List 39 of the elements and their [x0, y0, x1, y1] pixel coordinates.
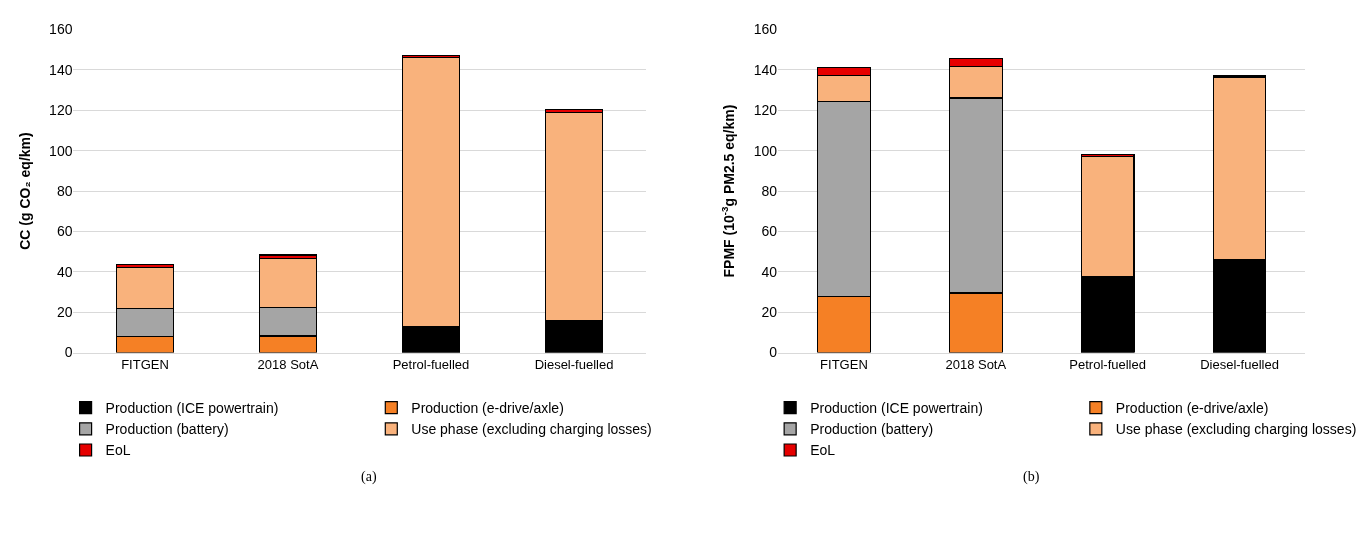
y-tick-label: 0 [769, 344, 778, 361]
y-tick-label: 120 [753, 102, 778, 119]
x-tick-label: FITGEN [121, 357, 169, 373]
x-tick-label: 2018 SotA [945, 357, 1007, 373]
legend-label: Use phase (excluding charging losses) [1115, 421, 1357, 438]
y-tick-label: 140 [753, 61, 778, 78]
text: (a) [361, 469, 377, 485]
text: (b) [1023, 469, 1040, 485]
legend-label: Production (ICE powertrain) [810, 400, 983, 417]
legend-label: Use phase (excluding charging losses) [411, 421, 652, 438]
x-tick-label: Petrol-fuelled [1069, 357, 1146, 373]
x-tick-label: Diesel-fuelled [534, 357, 614, 373]
y-axis-title: CC (g CO₂ eq/km) [16, 132, 33, 250]
y-tick-label: 20 [56, 304, 73, 321]
y-tick-label: 100 [49, 142, 73, 159]
x-tick-label: FITGEN [820, 357, 868, 373]
legend-label: Production (battery) [810, 421, 934, 438]
y-tick-label: 80 [56, 182, 73, 199]
legend-label: EoL [810, 442, 836, 459]
y-tick-label: 40 [56, 263, 73, 280]
legend-label: Production (e-drive/axle) [1115, 400, 1269, 417]
legend-label: EoL [105, 442, 131, 459]
x-tick-label: Diesel-fuelled [1200, 357, 1279, 373]
y-tick-label: 80 [761, 182, 778, 199]
y-tick-label: 0 [64, 344, 73, 361]
y-tick-label: 40 [761, 263, 778, 280]
y-tick-label: 60 [56, 223, 73, 240]
legend-label: Production (e-drive/axle) [411, 400, 564, 417]
x-tick-label: Petrol-fuelled [392, 357, 470, 373]
y-tick-label: 160 [753, 21, 778, 38]
legend-label: Production (ICE powertrain) [105, 400, 279, 417]
y-tick-label: 160 [49, 21, 73, 38]
y-tick-label: 140 [49, 61, 73, 78]
y-tick-label: 120 [49, 102, 73, 119]
x-tick-label: 2018 SotA [257, 357, 319, 373]
y-tick-label: 100 [753, 142, 778, 159]
legend-label: Production (battery) [105, 421, 229, 438]
y-tick-label: 60 [761, 223, 778, 240]
y-tick-label: 20 [761, 304, 778, 321]
